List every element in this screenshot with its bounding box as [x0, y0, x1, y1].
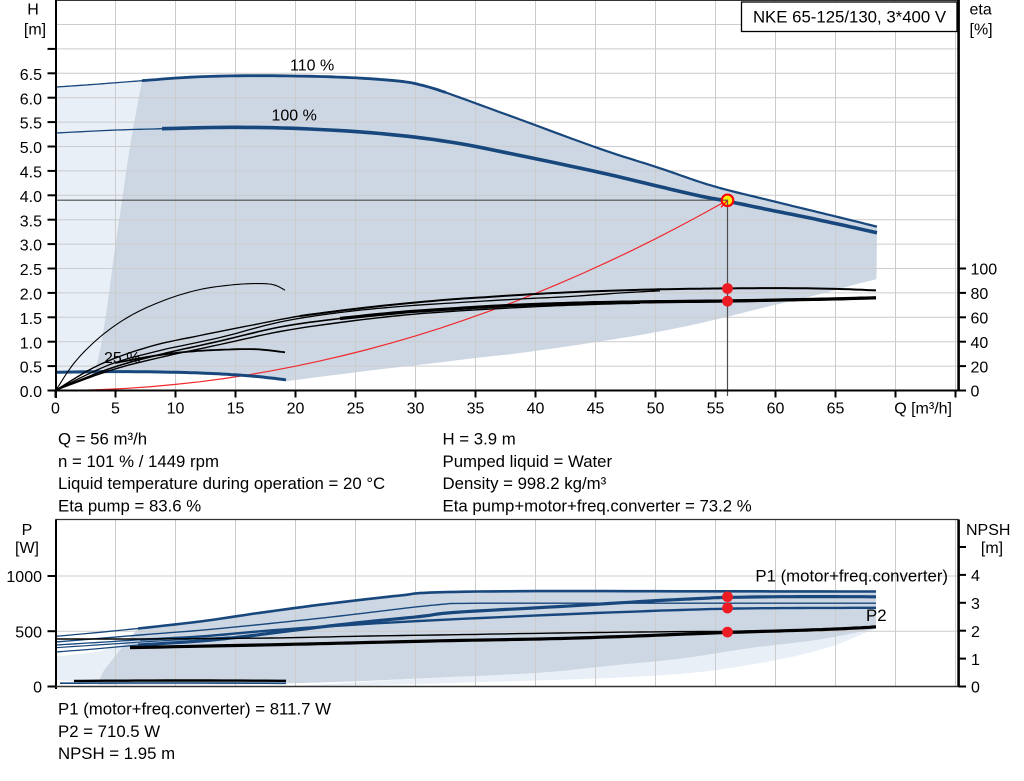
svg-text:P1 (motor+freq.converter) = 81: P1 (motor+freq.converter) = 811.7 W	[58, 700, 331, 719]
svg-text:2.0: 2.0	[20, 287, 42, 304]
svg-text:Density = 998.2 kg/m³: Density = 998.2 kg/m³	[443, 474, 607, 493]
svg-text:0: 0	[971, 384, 980, 401]
svg-text:110 %: 110 %	[290, 58, 334, 75]
svg-text:60: 60	[971, 311, 989, 328]
svg-text:[m]: [m]	[981, 540, 1003, 557]
svg-text:P2 = 710.5 W: P2 = 710.5 W	[58, 722, 160, 741]
svg-text:60: 60	[767, 401, 785, 418]
svg-text:0.5: 0.5	[20, 360, 42, 377]
svg-text:3.5: 3.5	[20, 213, 42, 230]
svg-text:6.0: 6.0	[20, 91, 42, 108]
svg-text:5.5: 5.5	[20, 116, 42, 133]
svg-text:0: 0	[51, 401, 60, 418]
svg-text:P: P	[22, 522, 33, 539]
svg-text:45: 45	[587, 401, 605, 418]
svg-text:NPSH: NPSH	[966, 522, 1010, 539]
svg-text:80: 80	[971, 286, 989, 303]
svg-text:15: 15	[227, 401, 245, 418]
svg-text:4.0: 4.0	[20, 189, 42, 206]
svg-text:6.5: 6.5	[20, 67, 42, 84]
svg-text:H: H	[27, 2, 39, 19]
svg-text:500: 500	[15, 625, 42, 642]
svg-text:[%]: [%]	[970, 22, 993, 39]
svg-text:0: 0	[971, 680, 980, 697]
svg-text:Eta pump+motor+freq.converter: Eta pump+motor+freq.converter = 73.2 %	[443, 496, 752, 515]
svg-text:100: 100	[971, 262, 998, 279]
svg-text:H = 3.9 m: H = 3.9 m	[443, 430, 516, 449]
svg-text:1.0: 1.0	[20, 335, 42, 352]
svg-text:3.0: 3.0	[20, 238, 42, 255]
svg-text:4.5: 4.5	[20, 165, 42, 182]
svg-text:1.5: 1.5	[20, 311, 42, 328]
svg-text:0.0: 0.0	[20, 384, 42, 401]
svg-text:Q [m³/h]: Q [m³/h]	[894, 401, 952, 418]
svg-text:25: 25	[347, 401, 365, 418]
svg-text:20: 20	[971, 359, 989, 376]
svg-text:0: 0	[33, 680, 42, 697]
svg-text:P1 (motor+freq.converter): P1 (motor+freq.converter)	[755, 567, 948, 586]
svg-text:25 %: 25 %	[104, 350, 140, 367]
svg-text:40: 40	[971, 335, 989, 352]
svg-text:3: 3	[971, 596, 980, 613]
svg-text:[W]: [W]	[15, 540, 39, 557]
svg-text:Pumped liquid = Water: Pumped liquid = Water	[443, 452, 613, 471]
svg-text:1000: 1000	[6, 569, 42, 586]
svg-text:Liquid temperature during oper: Liquid temperature during operation = 20…	[58, 474, 385, 493]
svg-text:10: 10	[167, 401, 185, 418]
svg-text:20: 20	[287, 401, 305, 418]
svg-text:5.0: 5.0	[20, 140, 42, 157]
svg-text:P2: P2	[866, 606, 887, 625]
svg-text:65: 65	[827, 401, 845, 418]
svg-text:35: 35	[467, 401, 485, 418]
svg-text:5: 5	[111, 401, 120, 418]
svg-text:1: 1	[971, 652, 980, 669]
svg-text:2.5: 2.5	[20, 262, 42, 279]
svg-text:n = 101 % / 1449 rpm: n = 101 % / 1449 rpm	[58, 452, 219, 471]
svg-text:2: 2	[971, 624, 980, 641]
svg-text:eta: eta	[970, 2, 992, 19]
svg-text:55: 55	[707, 401, 725, 418]
svg-text:100 %: 100 %	[272, 108, 317, 125]
svg-text:NKE 65-125/130, 3*400 V: NKE 65-125/130, 3*400 V	[753, 8, 947, 27]
svg-text:[m]: [m]	[24, 22, 46, 39]
svg-text:30: 30	[407, 401, 425, 418]
svg-text:Eta pump = 83.6 %: Eta pump = 83.6 %	[58, 496, 201, 515]
svg-text:50: 50	[647, 401, 665, 418]
svg-text:40: 40	[527, 401, 545, 418]
svg-text:Q = 56 m³/h: Q = 56 m³/h	[58, 430, 147, 449]
svg-text:NPSH = 1.95 m: NPSH = 1.95 m	[58, 744, 175, 763]
svg-text:4: 4	[971, 568, 980, 585]
